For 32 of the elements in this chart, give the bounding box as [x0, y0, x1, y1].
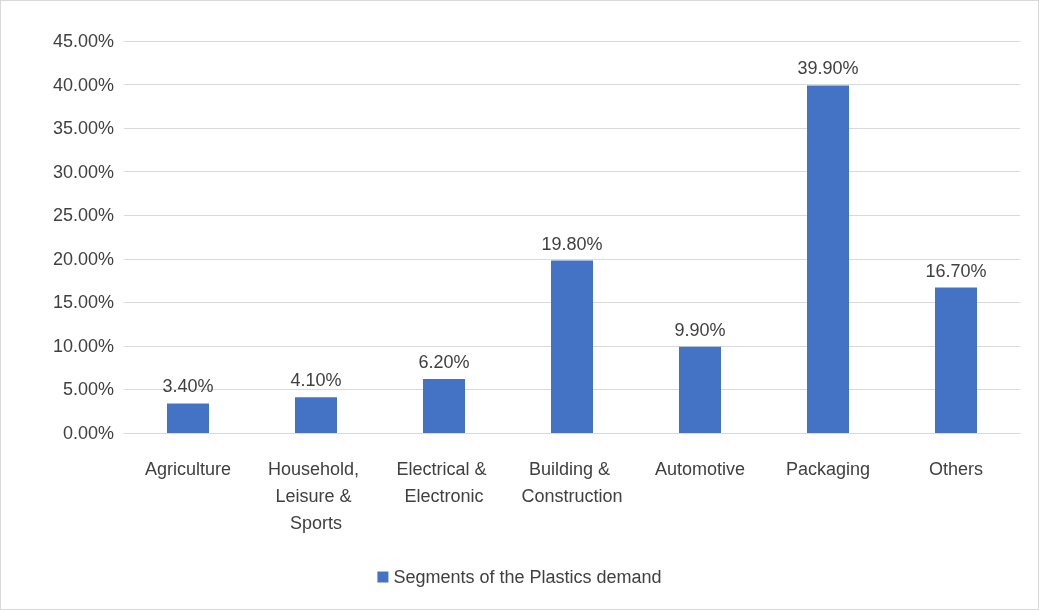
- data-label: 9.90%: [674, 319, 726, 340]
- bar: [551, 260, 593, 433]
- x-tick-label: Packaging: [785, 458, 871, 479]
- y-tick-label: 35.00%: [52, 118, 114, 139]
- data-label: 3.40%: [162, 376, 214, 397]
- data-label: 4.10%: [290, 370, 342, 391]
- y-tick-label: 20.00%: [52, 248, 114, 269]
- y-tick-label: 0.00%: [62, 423, 114, 443]
- y-tick-label: 25.00%: [52, 205, 114, 226]
- y-tick-label: 10.00%: [52, 335, 114, 356]
- y-tick-label: 5.00%: [62, 379, 114, 400]
- data-label: 39.90%: [797, 58, 859, 79]
- bar: [295, 397, 337, 433]
- data-label: 19.80%: [541, 233, 603, 254]
- legend-label: Segments of the Plastics demand: [393, 567, 662, 587]
- bar: [679, 346, 721, 433]
- y-tick-label: 30.00%: [52, 161, 114, 182]
- x-tick-label: Automotive: [654, 458, 746, 479]
- bar: [935, 287, 977, 433]
- bar: [807, 85, 849, 433]
- x-tick-label: Household, Leisure & Sports: [267, 458, 365, 533]
- x-tick-label: Electrical & Electronic: [396, 458, 492, 506]
- y-tick-label: 45.00%: [52, 31, 114, 51]
- bar: [423, 378, 465, 433]
- bar: [167, 403, 209, 433]
- data-label: 16.70%: [925, 260, 987, 281]
- data-label: 6.20%: [418, 351, 470, 372]
- x-tick-label: Building & Construction: [521, 458, 623, 506]
- y-tick-label: 15.00%: [52, 292, 114, 313]
- x-tick-label: Agriculture: [144, 458, 232, 479]
- x-tick-label: Others: [928, 458, 984, 479]
- y-tick-label: 40.00%: [52, 74, 114, 95]
